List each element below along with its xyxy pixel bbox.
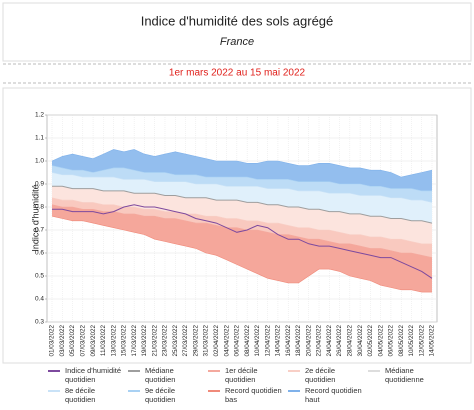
band — [52, 204, 432, 293]
x-tick-label: 25/03/2022 — [172, 325, 179, 357]
legend-item: 2e décile quotidien — [288, 366, 366, 386]
legend-item: Record quotidien bas — [208, 386, 286, 406]
x-tick-label: 06/04/2022 — [234, 325, 241, 357]
x-tick-label: 15/03/2022 — [121, 325, 128, 357]
band — [52, 197, 432, 258]
legend-label: Record quotidien haut — [305, 386, 362, 404]
band — [52, 149, 432, 191]
x-tick-label: 04/05/2022 — [377, 325, 384, 357]
legend-label: Médiane quotidien — [145, 366, 176, 384]
legend-swatch — [288, 370, 300, 372]
x-tick-label: 30/04/2022 — [357, 325, 364, 357]
y-tick-label: 1.0 — [35, 158, 44, 165]
x-tick-label: 11/03/2022 — [100, 325, 107, 357]
legend-swatch — [288, 390, 300, 392]
x-tick-label: 08/05/2022 — [398, 325, 405, 357]
x-tick-label: 02/05/2022 — [367, 325, 374, 357]
series-line — [51, 165, 432, 192]
legend-item: Médiane quotidienne — [368, 366, 446, 386]
x-tick-label: 16/04/2022 — [285, 325, 292, 357]
x-tick-label: 01/03/2022 — [49, 325, 56, 357]
legend-item: 8e décile quotidien — [48, 386, 126, 406]
legend-label: Médiane quotidienne — [385, 366, 424, 384]
y-tick-label: 1.2 — [35, 112, 44, 119]
x-tick-label: 02/04/2022 — [213, 325, 220, 357]
y-tick-label: 0.7 — [35, 227, 44, 234]
band — [52, 172, 432, 224]
x-tick-label: 14/04/2022 — [275, 325, 282, 357]
legend-item: 1er décile quotidien — [208, 366, 286, 386]
x-tick-label: 04/04/2022 — [223, 325, 230, 357]
x-tick-label: 09/03/2022 — [90, 325, 97, 357]
series-line — [51, 149, 433, 178]
legend-swatch — [128, 370, 140, 372]
legend-swatch — [128, 390, 140, 392]
legend-label: 2e décile quotidien — [305, 366, 336, 384]
x-tick-label: 24/04/2022 — [326, 325, 333, 357]
x-tick-label: 26/04/2022 — [336, 325, 343, 357]
legend-swatch — [208, 370, 220, 372]
y-tick-label: 0.4 — [35, 296, 44, 303]
series-line — [52, 185, 433, 224]
x-tick-label: 17/03/2022 — [131, 325, 138, 357]
legend-swatch — [368, 370, 380, 372]
legend-item: Record quotidien haut — [288, 386, 366, 406]
x-tick-label: 31/03/2022 — [203, 325, 210, 357]
x-tick-label: 23/03/2022 — [162, 325, 169, 357]
y-tick-label: 0.6 — [35, 250, 44, 257]
x-tick-label: 20/04/2022 — [305, 325, 312, 357]
x-tick-label: 21/03/2022 — [151, 325, 158, 357]
x-tick-label: 19/03/2022 — [141, 325, 148, 357]
x-tick-label: 10/05/2022 — [408, 325, 415, 357]
legend-item: Médiane quotidien — [128, 366, 206, 386]
legend-item: Indice d'humidité quotidien — [48, 366, 126, 386]
chart-title: Indice d'humidité des sols agrégé — [141, 13, 334, 28]
index-line — [52, 204, 433, 279]
x-tick-label: 22/04/2022 — [316, 325, 323, 357]
x-tick-label: 06/05/2022 — [388, 325, 395, 357]
y-tick-label: 0.9 — [35, 181, 44, 188]
legend-label: Record quotidien bas — [225, 386, 282, 404]
series-line — [51, 197, 432, 245]
x-tick-label: 08/04/2022 — [244, 325, 251, 357]
legend-item: 9e décile quotidien — [128, 386, 206, 406]
legend-swatch — [48, 370, 60, 372]
series-line — [51, 204, 433, 258]
legend-label: 9e décile quotidien — [145, 386, 176, 404]
x-tick-label: 07/03/2022 — [79, 325, 86, 357]
x-tick-label: 12/05/2022 — [418, 325, 425, 357]
x-tick-label: 13/03/2022 — [110, 325, 117, 357]
chart-subtitle: France — [220, 36, 254, 48]
legend-swatch — [48, 390, 60, 392]
y-axis-label: Indice d'humidité — [30, 184, 40, 251]
band — [52, 186, 432, 244]
x-tick-label: 28/04/2022 — [347, 325, 354, 357]
chart-frame — [2, 87, 472, 364]
chart: Indice d'humidité des sols agrégé France… — [2, 2, 472, 364]
period: 1er mars 2022 au 15 mai 2022 — [169, 68, 306, 79]
x-tick-label: 27/03/2022 — [182, 325, 189, 357]
x-tick-label: 03/03/2022 — [59, 325, 66, 357]
x-tick-label: 29/03/2022 — [192, 325, 199, 357]
series-line — [51, 215, 432, 293]
legend-label: 1er décile quotidien — [225, 366, 258, 384]
y-tick-label: 0.8 — [35, 204, 44, 211]
legend-label: 8e décile quotidien — [65, 386, 96, 404]
legend-label: Indice d'humidité quotidien — [65, 366, 122, 384]
x-tick-label: 12/04/2022 — [264, 325, 271, 357]
x-tick-label: 05/03/2022 — [69, 325, 76, 357]
legend: Indice d'humidité quotidien Médiane quoti… — [48, 366, 468, 406]
y-tick-label: 0.3 — [35, 319, 44, 326]
x-tick-label: 14/05/2022 — [429, 325, 436, 357]
header-box — [2, 2, 472, 62]
y-tick-label: 1.1 — [35, 135, 44, 142]
x-tick-label: 10/04/2022 — [254, 325, 261, 357]
series-line — [51, 172, 433, 203]
y-tick-label: 0.5 — [35, 273, 44, 280]
legend-swatch — [208, 390, 220, 392]
x-tick-label: 18/04/2022 — [295, 325, 302, 357]
